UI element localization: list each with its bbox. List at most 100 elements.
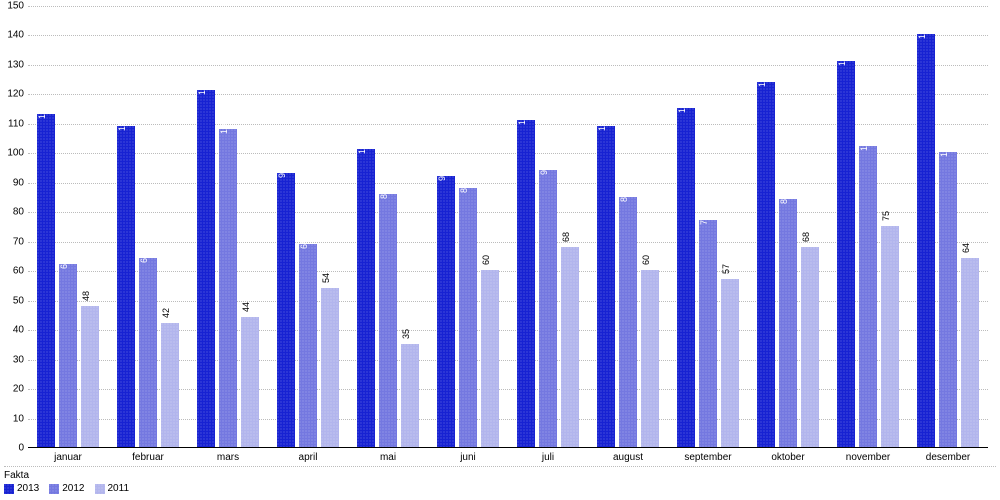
y-tick-label: 100 (0, 148, 24, 159)
legend-label: 2013 (17, 483, 39, 494)
bar-value-label: 85 (619, 201, 637, 202)
legend-item-2011: 2011 (95, 483, 130, 494)
x-tick-label: mai (380, 452, 396, 463)
bar-2012-september (699, 220, 717, 447)
bar-2013-november (837, 61, 855, 447)
bar-2013-januar (37, 114, 55, 447)
bar-2013-september (677, 108, 695, 447)
bar-value-label: 93 (277, 177, 295, 178)
bar-value-label: 57 (721, 264, 739, 274)
x-tick-label: juni (460, 452, 476, 463)
y-tick-label: 120 (0, 89, 24, 100)
bar-2012-mai (379, 194, 397, 447)
bar-value-label: 77 (699, 224, 717, 225)
bar-2012-april (299, 244, 317, 447)
bar-2013-juli (517, 120, 535, 447)
bar-value-label: 131 (837, 65, 855, 66)
bar-value-label: 109 (597, 130, 615, 131)
bar-2011-februar (161, 323, 179, 447)
legend-item-2012: 2012 (49, 483, 84, 494)
x-tick-label: august (613, 452, 643, 463)
bar-value-label: 44 (241, 302, 259, 312)
legend-items: 2013 2012 2011 (4, 483, 996, 494)
bar-value-label: 35 (401, 329, 419, 339)
bar-2013-desember (917, 34, 935, 447)
bar-2011-september (721, 279, 739, 447)
bar-2011-oktober (801, 247, 819, 447)
bar-value-label: 60 (641, 255, 659, 265)
bar-2012-oktober (779, 199, 797, 447)
bar-2012-januar (59, 264, 77, 447)
bar-value-label: 111 (517, 124, 535, 125)
y-tick-label: 130 (0, 59, 24, 70)
x-tick-label: april (299, 452, 318, 463)
bar-value-label: 108 (219, 133, 237, 134)
bar-value-label: 115 (677, 112, 695, 113)
legend-swatch (4, 484, 14, 494)
bar-value-label: 88 (459, 192, 477, 193)
y-tick-label: 90 (0, 177, 24, 188)
bar-2013-mai (357, 149, 375, 447)
bar-value-label: 124 (757, 86, 775, 87)
bar-2011-desember (961, 258, 979, 447)
y-tick-label: 70 (0, 236, 24, 247)
bar-2012-desember (939, 152, 957, 447)
y-tick-label: 20 (0, 384, 24, 395)
bar-value-label: 64 (961, 243, 979, 253)
bar-2013-april (277, 173, 295, 447)
bar-value-label: 60 (481, 255, 499, 265)
y-tick-label: 80 (0, 207, 24, 218)
legend-label: 2011 (108, 483, 130, 494)
monthly-bar-chart: 1136248109644212110844936954101863592886… (0, 0, 1000, 500)
bar-2011-mars (241, 317, 259, 447)
bar-2012-februar (139, 258, 157, 447)
y-tick-label: 150 (0, 1, 24, 12)
legend-title: Fakta (4, 470, 996, 481)
bar-2011-april (321, 288, 339, 447)
y-tick-label: 0 (0, 443, 24, 454)
bar-2011-november (881, 226, 899, 447)
bar-value-label: 69 (299, 248, 317, 249)
bar-value-label: 92 (437, 180, 455, 181)
plot-area: 1136248109644212110844936954101863592886… (28, 6, 988, 448)
bar-2013-juni (437, 176, 455, 447)
bar-value-label: 54 (321, 273, 339, 283)
x-tick-label: januar (54, 452, 82, 463)
legend-item-2013: 2013 (4, 483, 39, 494)
bar-2011-januar (81, 306, 99, 447)
legend-swatch (95, 484, 105, 494)
bar-value-label: 86 (379, 198, 397, 199)
bar-value-label: 109 (117, 130, 135, 131)
legend-label: 2012 (62, 483, 84, 494)
x-tick-label: september (684, 452, 731, 463)
bar-2012-august (619, 197, 637, 447)
bar-value-label: 75 (881, 211, 899, 221)
grid-line (28, 35, 988, 36)
bar-2011-juli (561, 247, 579, 447)
bar-2012-juli (539, 170, 557, 447)
bar-2012-mars (219, 129, 237, 447)
x-tick-label: oktober (771, 452, 804, 463)
bar-2013-august (597, 126, 615, 447)
y-tick-label: 10 (0, 413, 24, 424)
bar-value-label: 42 (161, 308, 179, 318)
legend-swatch (49, 484, 59, 494)
x-tick-label: mars (217, 452, 239, 463)
bar-2011-mai (401, 344, 419, 447)
bar-value-label: 68 (801, 232, 819, 242)
legend: Fakta 2013 2012 2011 (4, 466, 996, 494)
x-tick-label: november (846, 452, 890, 463)
y-tick-label: 110 (0, 118, 24, 129)
bar-2011-juni (481, 270, 499, 447)
bar-value-label: 48 (81, 291, 99, 301)
x-tick-label: desember (926, 452, 970, 463)
y-tick-label: 60 (0, 266, 24, 277)
bar-value-label: 94 (539, 174, 557, 175)
bar-2013-februar (117, 126, 135, 447)
x-tick-label: juli (542, 452, 554, 463)
bar-2012-juni (459, 188, 477, 447)
bar-2012-november (859, 146, 877, 447)
bar-value-label: 68 (561, 232, 579, 242)
x-tick-label: februar (132, 452, 164, 463)
bar-2013-oktober (757, 82, 775, 447)
